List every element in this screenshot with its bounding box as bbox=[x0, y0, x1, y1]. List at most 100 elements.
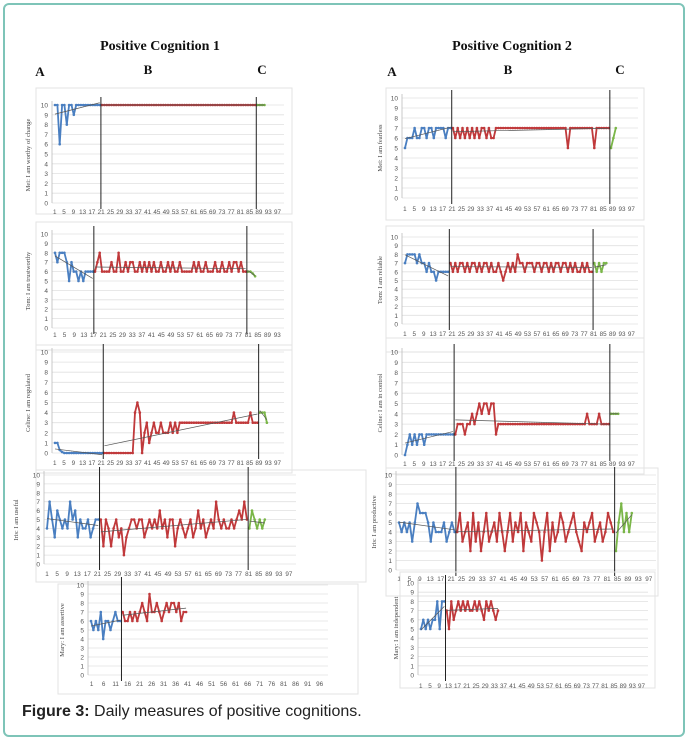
data-point bbox=[433, 618, 437, 622]
x-tick-label: 45 bbox=[505, 206, 513, 213]
data-point bbox=[216, 270, 219, 273]
data-point bbox=[552, 126, 555, 130]
data-point bbox=[434, 279, 438, 282]
x-tick-label: 69 bbox=[562, 331, 570, 338]
x-tick-label: 65 bbox=[552, 461, 560, 468]
data-point bbox=[138, 411, 142, 414]
data-point bbox=[179, 619, 183, 623]
y-tick-label: 3 bbox=[394, 422, 398, 429]
data-point bbox=[564, 540, 567, 543]
data-point bbox=[557, 126, 560, 130]
data-point bbox=[458, 261, 462, 265]
data-point bbox=[549, 422, 553, 426]
x-tick-label: 17 bbox=[84, 571, 92, 578]
panel-frame bbox=[57, 583, 359, 695]
data-point bbox=[469, 549, 472, 553]
data-point bbox=[171, 431, 174, 435]
data-point bbox=[535, 261, 539, 265]
data-point bbox=[514, 521, 517, 524]
x-tick-label: 85 bbox=[610, 683, 618, 690]
data-point bbox=[148, 592, 151, 596]
data-point bbox=[114, 451, 118, 455]
data-point bbox=[492, 136, 495, 140]
data-point bbox=[449, 433, 452, 436]
data-point bbox=[559, 422, 562, 426]
data-point bbox=[230, 518, 233, 521]
data-point bbox=[65, 451, 69, 455]
x-tick-label: 85 bbox=[255, 571, 263, 578]
x-tick-label: 17 bbox=[439, 461, 447, 468]
data-point bbox=[456, 270, 460, 274]
data-point bbox=[70, 451, 73, 455]
x-tick-label: 9 bbox=[65, 571, 69, 578]
data-point bbox=[172, 601, 176, 605]
x-tick-label: 21 bbox=[449, 331, 457, 338]
data-point bbox=[440, 530, 443, 534]
data-point bbox=[101, 637, 105, 641]
x-tick-label: 81 bbox=[590, 461, 598, 468]
data-point bbox=[487, 609, 491, 612]
data-point bbox=[131, 619, 134, 623]
data-point bbox=[427, 261, 431, 265]
data-point bbox=[230, 421, 233, 425]
trend-line bbox=[455, 419, 609, 425]
data-point bbox=[494, 618, 498, 622]
data-point bbox=[422, 126, 426, 130]
x-tick-label: 65 bbox=[552, 331, 560, 338]
x-tick-label: 77 bbox=[592, 683, 600, 690]
y-tick-label: 4 bbox=[410, 636, 414, 643]
data-point bbox=[214, 500, 218, 504]
y-tick-label: 8 bbox=[388, 492, 392, 499]
x-tick-label: 73 bbox=[571, 206, 579, 213]
data-point bbox=[530, 540, 533, 543]
data-point bbox=[490, 402, 493, 405]
data-point bbox=[415, 261, 419, 265]
data-point bbox=[482, 126, 486, 130]
data-point bbox=[185, 270, 189, 273]
data-point bbox=[444, 136, 448, 140]
data-point bbox=[237, 421, 240, 425]
data-point bbox=[537, 261, 541, 265]
data-point bbox=[104, 619, 107, 623]
data-point bbox=[493, 521, 496, 524]
y-tick-label: 9 bbox=[388, 482, 392, 489]
y-tick-label: 2 bbox=[394, 304, 398, 311]
data-point bbox=[183, 270, 186, 273]
panel-frame bbox=[385, 467, 659, 597]
data-point bbox=[571, 126, 574, 130]
data-point bbox=[166, 260, 170, 264]
x-tick-label: 65 bbox=[562, 576, 570, 583]
data-point bbox=[131, 260, 134, 264]
data-point bbox=[206, 421, 210, 425]
y-tick-label: 1 bbox=[410, 663, 414, 670]
data-point bbox=[429, 540, 433, 543]
data-point bbox=[120, 527, 123, 530]
series-line-a bbox=[398, 502, 456, 543]
data-point bbox=[138, 260, 142, 264]
data-point bbox=[576, 270, 579, 274]
x-tick-label: 25 bbox=[107, 460, 115, 467]
x-tick-label: 89 bbox=[609, 331, 617, 338]
data-point bbox=[614, 549, 618, 553]
data-point bbox=[143, 536, 146, 539]
data-point bbox=[99, 610, 103, 614]
x-tick-label: 49 bbox=[528, 683, 536, 690]
data-point bbox=[627, 530, 631, 534]
data-point bbox=[186, 527, 190, 530]
data-point bbox=[170, 601, 173, 605]
y-tick-label: 7 bbox=[44, 132, 48, 139]
x-tick-label: 1 bbox=[403, 331, 407, 338]
x-tick-label: 81 bbox=[280, 681, 288, 688]
data-point bbox=[475, 126, 479, 130]
data-point bbox=[593, 146, 596, 150]
data-point bbox=[485, 402, 488, 405]
data-point bbox=[425, 136, 428, 140]
x-tick-label: 53 bbox=[524, 206, 532, 213]
x-tick-label: 17 bbox=[88, 209, 96, 216]
data-point bbox=[521, 422, 524, 426]
data-point bbox=[98, 251, 101, 255]
data-point bbox=[482, 402, 486, 405]
x-tick-label: 81 bbox=[590, 331, 598, 338]
x-tick-label: 25 bbox=[104, 571, 112, 578]
y-tick-label: 10 bbox=[41, 350, 49, 357]
